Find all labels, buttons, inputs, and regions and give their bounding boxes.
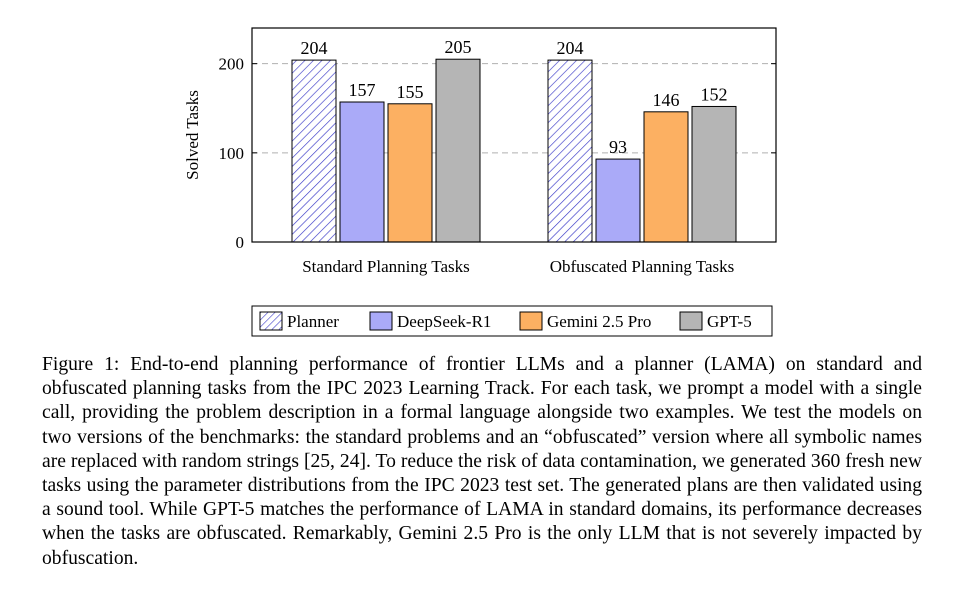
y-axis-label: Solved Tasks [183, 90, 202, 180]
x-tick-label: Standard Planning Tasks [302, 257, 470, 276]
bar-deepseek-r1 [339, 101, 385, 243]
legend-swatch [519, 311, 543, 331]
y-tick-label: 200 [219, 55, 245, 74]
bar-planner [547, 59, 593, 243]
legend-label: Gemini 2.5 Pro [547, 312, 651, 331]
plot-frame [251, 27, 777, 243]
data-label: 204 [557, 38, 584, 58]
data-label: 152 [701, 84, 728, 104]
bar-deepseek-r1 [595, 158, 641, 243]
data-label: 146 [653, 90, 680, 110]
data-label: 93 [609, 137, 627, 157]
bar-gpt-5 [691, 105, 737, 243]
data-label: 205 [445, 37, 472, 57]
legend-swatch [369, 311, 393, 331]
legend-swatch [679, 311, 703, 331]
bar-gpt-5 [435, 58, 481, 243]
data-label: 204 [301, 38, 328, 58]
y-tick-label: 0 [236, 233, 245, 252]
legend-swatch [259, 311, 283, 331]
figure-caption: Figure 1: End-to-end planning performanc… [42, 354, 922, 569]
bar-gemini-2-5-pro [387, 103, 433, 243]
legend-label: GPT-5 [707, 312, 752, 331]
y-tick-label: 100 [219, 144, 245, 163]
bar-planner [291, 59, 337, 243]
legend-label: DeepSeek-R1 [397, 312, 491, 331]
data-label: 157 [349, 80, 376, 100]
legend-label: Planner [287, 312, 339, 331]
bar-gemini-2-5-pro [643, 111, 689, 243]
x-tick-label: Obfuscated Planning Tasks [550, 257, 735, 276]
bar-chart: 204 157 155 205 204 93 146 152 0 100 200 Standard … [183, 27, 777, 337]
data-label: 155 [397, 82, 424, 102]
